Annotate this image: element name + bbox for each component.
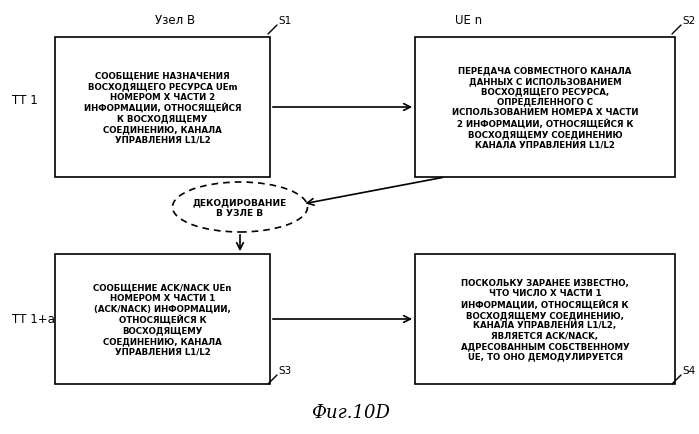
Text: UE n: UE n — [455, 14, 482, 27]
Text: S4: S4 — [682, 365, 696, 375]
Text: ТТ 1+а: ТТ 1+а — [12, 313, 55, 326]
Text: ПЕРЕДАЧА СОВМЕСТНОГО КАНАЛА
ДАННЫХ С ИСПОЛЬЗОВАНИЕМ
ВОСХОДЯЩЕГО РЕСУРСА,
ОПРЕДЕЛ: ПЕРЕДАЧА СОВМЕСТНОГО КАНАЛА ДАННЫХ С ИСП… — [452, 66, 638, 149]
Bar — [415, 38, 675, 178]
Text: ПОСКОЛЬКУ ЗАРАНЕЕ ИЗВЕСТНО,
ЧТО ЧИСЛО X ЧАСТИ 1
ИНФОРМАЦИИ, ОТНОСЯЩЕЙСЯ К
ВОСХОД: ПОСКОЛЬКУ ЗАРАНЕЕ ИЗВЕСТНО, ЧТО ЧИСЛО X … — [461, 278, 629, 361]
Text: СООБЩЕНИЕ ACK/NACK UEn
НОМЕРОМ X ЧАСТИ 1
(ACK/NACK) ИНФОРМАЦИИ,
ОТНОСЯЩЕЙСЯ К
ВО: СООБЩЕНИЕ ACK/NACK UEn НОМЕРОМ X ЧАСТИ 1… — [93, 283, 231, 355]
Bar — [55, 254, 270, 384]
Text: S1: S1 — [278, 16, 291, 26]
Text: СООБЩЕНИЕ НАЗНАЧЕНИЯ
ВОСХОДЯЩЕГО РЕСУРСА UEm
НОМЕРОМ X ЧАСТИ 2
ИНФОРМАЦИИ, ОТНОС: СООБЩЕНИЕ НАЗНАЧЕНИЯ ВОСХОДЯЩЕГО РЕСУРСА… — [84, 72, 241, 144]
Ellipse shape — [173, 183, 308, 233]
Text: S3: S3 — [278, 365, 291, 375]
Bar — [55, 38, 270, 178]
Text: Узел В: Узел В — [155, 14, 195, 27]
Text: ДЕКОДИРОВАНИЕ
В УЗЛЕ В: ДЕКОДИРОВАНИЕ В УЗЛЕ В — [193, 198, 287, 217]
Text: ТТ 1: ТТ 1 — [12, 93, 38, 106]
Bar — [415, 254, 675, 384]
Text: S2: S2 — [682, 16, 696, 26]
Text: Фиг.10D: Фиг.10D — [310, 403, 389, 421]
